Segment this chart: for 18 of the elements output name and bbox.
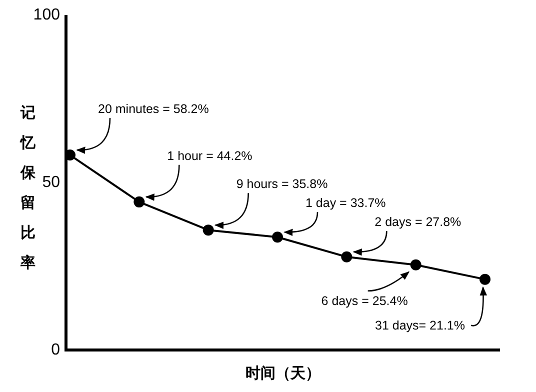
- data-label: 6 days = 25.4%: [321, 294, 408, 308]
- point: [480, 274, 490, 285]
- data-label: 1 day = 33.7%: [306, 196, 386, 210]
- point: [134, 196, 145, 208]
- x-axis-title: 时间（天）: [246, 365, 320, 382]
- y-tick-label: 0: [51, 342, 60, 358]
- data-label: 9 hours = 35.8%: [236, 177, 328, 192]
- point: [410, 259, 422, 270]
- y-axis-title: 记忆保留比率: [20, 104, 36, 272]
- data-label: 1 hour = 44.2%: [167, 148, 252, 163]
- point: [202, 224, 214, 236]
- data-label: 31 days= 21.1%: [375, 318, 465, 332]
- y-tick-label: 50: [42, 174, 60, 191]
- point: [272, 232, 283, 243]
- data-label: 2 days = 27.8%: [374, 215, 462, 230]
- point: [341, 251, 352, 262]
- y-tick-label: 100: [33, 6, 60, 24]
- data-label: 20 minutes = 58.2%: [98, 102, 209, 116]
